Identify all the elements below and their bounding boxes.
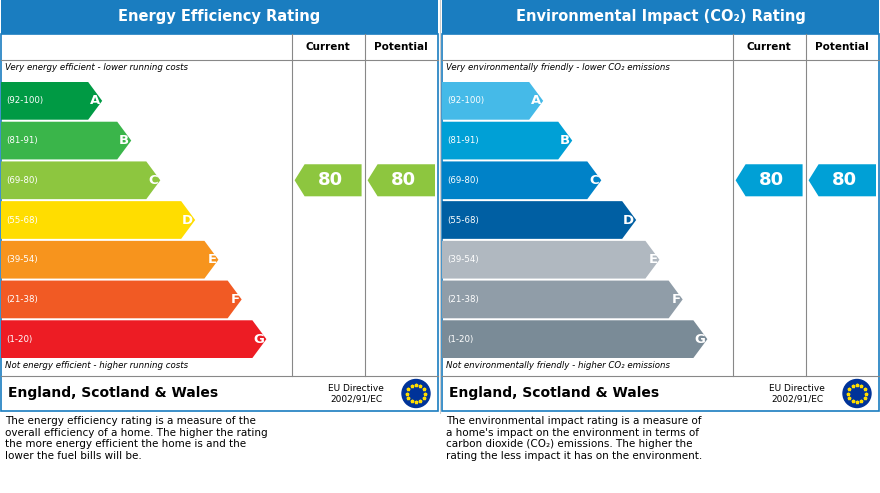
Text: G: G [694, 333, 706, 346]
Text: 80: 80 [832, 171, 857, 189]
Text: F: F [671, 293, 680, 306]
Text: (81-91): (81-91) [6, 136, 38, 145]
Polygon shape [1, 241, 218, 279]
Polygon shape [1, 82, 102, 120]
Text: Very energy efficient - lower running costs: Very energy efficient - lower running co… [5, 63, 188, 72]
Text: 80: 80 [391, 171, 416, 189]
Text: B: B [560, 134, 570, 147]
Polygon shape [1, 161, 160, 199]
Polygon shape [1, 281, 242, 318]
Text: (39-54): (39-54) [6, 255, 38, 264]
Polygon shape [442, 320, 708, 358]
Polygon shape [442, 241, 659, 279]
Bar [442, 34, 879, 411]
Text: (81-91): (81-91) [447, 136, 479, 145]
Polygon shape [736, 164, 803, 196]
Polygon shape [295, 164, 362, 196]
Text: Potential: Potential [374, 42, 429, 52]
Text: (1-20): (1-20) [6, 335, 33, 344]
Text: C: C [149, 174, 158, 187]
Polygon shape [368, 164, 435, 196]
Text: D: D [623, 213, 634, 226]
Polygon shape [1, 201, 195, 239]
Text: Very environmentally friendly - lower CO₂ emissions: Very environmentally friendly - lower CO… [446, 63, 670, 72]
Text: E: E [649, 253, 657, 266]
Text: (55-68): (55-68) [6, 215, 38, 224]
Polygon shape [809, 164, 876, 196]
Text: EU Directive
2002/91/EC: EU Directive 2002/91/EC [769, 384, 825, 403]
Text: England, Scotland & Wales: England, Scotland & Wales [449, 387, 659, 400]
Text: (1-20): (1-20) [447, 335, 473, 344]
Text: England, Scotland & Wales: England, Scotland & Wales [8, 387, 218, 400]
Text: A: A [90, 94, 100, 107]
Polygon shape [1, 122, 131, 159]
Text: D: D [182, 213, 194, 226]
Text: G: G [253, 333, 264, 346]
Text: The energy efficiency rating is a measure of the
overall efficiency of a home. T: The energy efficiency rating is a measur… [5, 416, 268, 461]
Text: (69-80): (69-80) [6, 176, 38, 185]
Text: Current: Current [747, 42, 791, 52]
Text: B: B [119, 134, 129, 147]
Circle shape [402, 380, 430, 408]
Text: Environmental Impact (CO₂) Rating: Environmental Impact (CO₂) Rating [516, 9, 805, 25]
Text: The environmental impact rating is a measure of
a home's impact on the environme: The environmental impact rating is a mea… [446, 416, 702, 461]
Text: (21-38): (21-38) [6, 295, 38, 304]
Text: (92-100): (92-100) [6, 96, 43, 106]
Text: C: C [590, 174, 599, 187]
Text: Not environmentally friendly - higher CO₂ emissions: Not environmentally friendly - higher CO… [446, 361, 670, 370]
Polygon shape [442, 281, 683, 318]
Text: (69-80): (69-80) [447, 176, 479, 185]
Polygon shape [1, 320, 267, 358]
Text: EU Directive
2002/91/EC: EU Directive 2002/91/EC [328, 384, 384, 403]
Text: Current: Current [305, 42, 350, 52]
Polygon shape [442, 122, 572, 159]
Polygon shape [442, 82, 543, 120]
Bar [1, 34, 438, 411]
Polygon shape [442, 201, 636, 239]
Text: Potential: Potential [816, 42, 869, 52]
Text: (55-68): (55-68) [447, 215, 479, 224]
Text: (21-38): (21-38) [447, 295, 479, 304]
Circle shape [843, 380, 871, 408]
Text: (39-54): (39-54) [447, 255, 479, 264]
Polygon shape [442, 161, 601, 199]
Text: Energy Efficiency Rating: Energy Efficiency Rating [119, 9, 320, 25]
Text: E: E [208, 253, 216, 266]
Bar [1, 0, 438, 34]
Text: Not energy efficient - higher running costs: Not energy efficient - higher running co… [5, 361, 188, 370]
Text: 80: 80 [318, 171, 342, 189]
Text: F: F [231, 293, 239, 306]
Bar [442, 0, 879, 34]
Text: A: A [531, 94, 541, 107]
Text: (92-100): (92-100) [447, 96, 484, 106]
Text: 80: 80 [759, 171, 784, 189]
